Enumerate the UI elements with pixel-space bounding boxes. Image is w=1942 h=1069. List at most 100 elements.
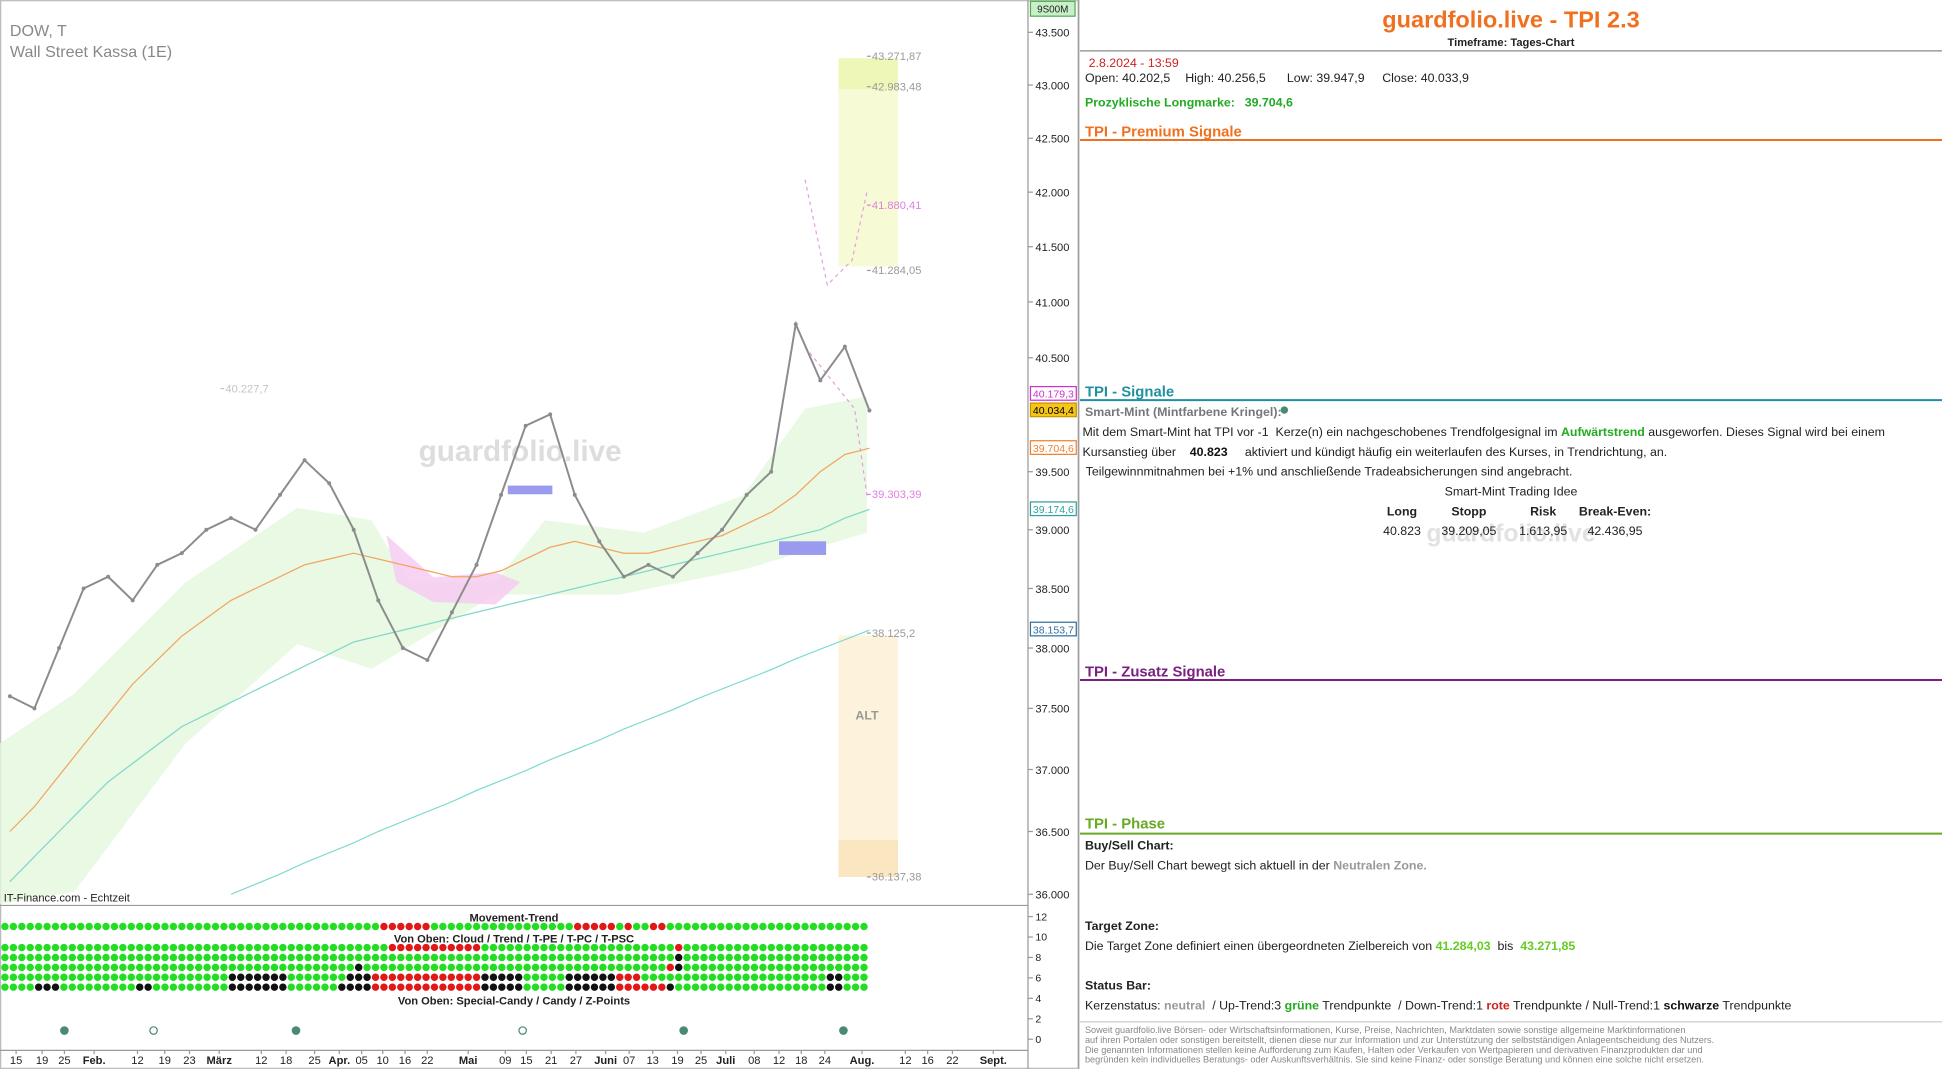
trend-dot [801, 953, 809, 962]
price-point [621, 574, 626, 579]
text-span: Die Target Zone definiert einen übergeor… [1085, 939, 1436, 953]
trend-dot [397, 922, 405, 931]
trend-dot [346, 953, 354, 962]
trend-dot [228, 953, 237, 962]
x-tick-label: 19 [671, 1055, 683, 1067]
level-label: 39.303,39 [872, 489, 921, 501]
trend-dot [93, 953, 102, 962]
price-point [7, 694, 12, 699]
trend-dot [843, 922, 851, 931]
trend-dot [270, 943, 279, 952]
level-label: 38.125,2 [872, 628, 915, 640]
idea-cell: 42.436,95 [1587, 524, 1642, 538]
trend-dot [725, 973, 733, 981]
trend-dot [809, 953, 818, 962]
price-point [327, 481, 332, 486]
trend-dot [68, 973, 77, 981]
trend-dot [245, 953, 253, 962]
trend-dot [632, 953, 641, 962]
trend-dot [34, 973, 43, 981]
idea-cell: 1.613,95 [1519, 524, 1567, 538]
y-tick-label: 38.000 [1035, 643, 1069, 655]
trend-dot [102, 922, 110, 931]
x-tick-label: 27 [570, 1055, 582, 1067]
price-point [818, 378, 823, 383]
trend-dot [725, 922, 733, 931]
rich-text: Teilgewinnmitnahmen bei +1% und anschlie… [1082, 465, 1572, 479]
x-tick-label: 18 [795, 1055, 807, 1067]
trend-dot [700, 973, 708, 981]
trend-dot [818, 953, 826, 962]
trend-dot [742, 983, 750, 991]
trend-dot [759, 983, 767, 991]
trend-dot [759, 953, 767, 962]
x-tick-label: 19 [36, 1055, 48, 1067]
trend-dot [405, 953, 413, 962]
trend-dot [565, 922, 573, 931]
price-point [81, 586, 86, 591]
trend-dot [262, 922, 270, 931]
trend-dot [498, 983, 506, 991]
trend-dot [152, 963, 161, 972]
trend-dot [413, 943, 422, 952]
indicator-tick-label: 12 [1035, 911, 1047, 923]
longmarke-label: Prozyklische Longmarke: [1085, 96, 1235, 110]
trend-dot [818, 963, 826, 972]
trend-dot [464, 983, 472, 991]
text-span: Der Buy/Sell Chart bewegt sich aktuell i… [1085, 859, 1333, 873]
trend-dot [346, 973, 354, 981]
ohlc: Open: 40.202,5 [1085, 71, 1170, 85]
trend-dot [43, 963, 51, 972]
trend-dot [312, 943, 321, 952]
trend-dot [767, 973, 776, 981]
trend-dot [548, 943, 557, 952]
trend-dot [203, 973, 211, 981]
trend-dot [135, 983, 144, 991]
trend-dot [700, 943, 708, 952]
trend-dot [801, 963, 809, 972]
trend-dot [194, 983, 203, 991]
trend-dot [237, 943, 245, 952]
trend-dot [733, 953, 742, 962]
trend-dot [178, 963, 186, 972]
trend-dot [43, 983, 51, 991]
x-tick-label: Juli [716, 1055, 735, 1067]
trend-dot [784, 953, 792, 962]
signal-dot [1280, 406, 1289, 414]
trend-dot [270, 963, 279, 972]
text-span: Kerzenstatus: [1085, 998, 1164, 1012]
trend-dot [843, 963, 851, 972]
trend-dot [565, 983, 573, 991]
trend-dot [843, 973, 851, 981]
trend-dot [194, 922, 203, 931]
trend-dot [287, 973, 296, 981]
trend-dot [573, 963, 582, 972]
trend-dot [691, 983, 700, 991]
trend-dot [456, 953, 464, 962]
chart-frame [0, 0, 1079, 1069]
trend-dot [161, 973, 169, 981]
trend-dot [18, 922, 26, 931]
trend-dot [178, 922, 186, 931]
trend-dot [211, 953, 220, 962]
x-tick-label: 10 [377, 1055, 389, 1067]
price-point [278, 492, 283, 497]
trend-dot [34, 983, 43, 991]
price-marker [1029, 402, 1077, 418]
trend-dot [253, 963, 262, 972]
level-label: 41.880,41 [872, 200, 921, 212]
trend-dot [26, 953, 34, 962]
x-tick-label: 12 [255, 1055, 267, 1067]
trend-dot [801, 983, 809, 991]
trend-dot [582, 943, 590, 952]
trend-dot [279, 922, 287, 931]
trend-dot [144, 922, 152, 931]
moving-average [9, 447, 870, 832]
trend-dot [784, 922, 792, 931]
y-tick-label: 39.500 [1035, 467, 1069, 479]
trend-dot [363, 922, 371, 931]
signal-box [779, 541, 827, 555]
trend-dot [304, 983, 312, 991]
trend-dot [506, 943, 514, 952]
trend-dot [616, 943, 624, 952]
